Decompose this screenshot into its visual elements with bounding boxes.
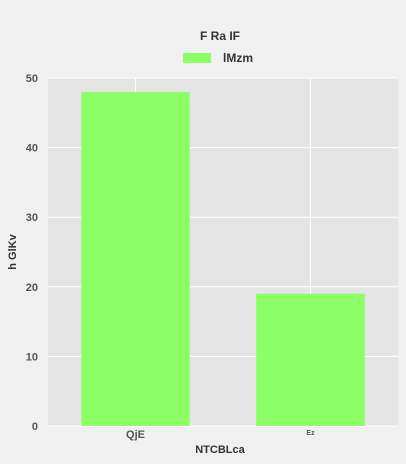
x-tick-label: Ez (306, 430, 315, 437)
y-tick-label: 30 (26, 212, 38, 224)
bars (81, 91, 365, 427)
bar-qje (81, 91, 190, 427)
x-axis-ticks: QjE Ez (126, 429, 315, 441)
bar-ez (256, 293, 365, 426)
x-tick-label: QjE (126, 429, 145, 441)
y-axis-label: h GlKv (7, 233, 19, 269)
y-tick-label: 20 (26, 282, 38, 294)
y-tick-label: 10 (26, 351, 38, 363)
chart-title: F Ra IF (200, 29, 240, 43)
y-tick-label: 40 (26, 143, 38, 155)
plot-area (48, 77, 398, 427)
y-tick-label: 0 (32, 421, 38, 433)
y-axis-ticks: 0 10 20 30 40 50 (26, 73, 38, 433)
x-axis-label: NTCBLca (195, 444, 245, 456)
y-tick-label: 50 (26, 73, 38, 85)
legend-swatch (183, 53, 211, 63)
legend: lMzm (183, 51, 253, 65)
legend-label: lMzm (223, 51, 253, 65)
